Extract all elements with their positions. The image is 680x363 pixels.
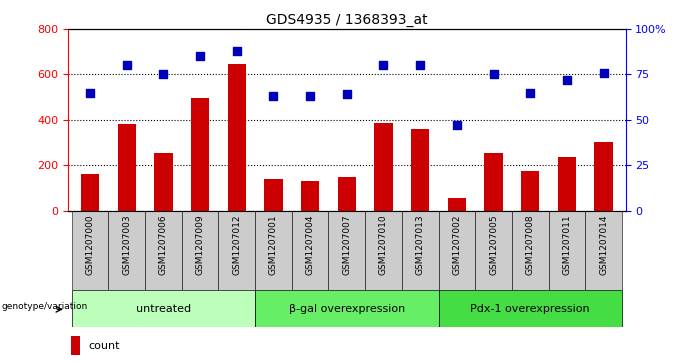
Point bbox=[158, 72, 169, 77]
Point bbox=[231, 48, 242, 54]
Bar bbox=[475, 211, 512, 290]
Bar bbox=[218, 211, 255, 290]
Text: GSM1207012: GSM1207012 bbox=[233, 215, 241, 275]
Bar bbox=[521, 171, 539, 211]
Bar bbox=[145, 211, 182, 290]
Bar bbox=[439, 290, 622, 327]
Text: GSM1207000: GSM1207000 bbox=[86, 215, 95, 275]
Point bbox=[562, 77, 573, 83]
Bar bbox=[71, 336, 80, 355]
Text: GSM1207003: GSM1207003 bbox=[122, 215, 131, 275]
Text: GSM1207004: GSM1207004 bbox=[305, 215, 315, 275]
Text: GSM1207014: GSM1207014 bbox=[599, 215, 608, 275]
Point bbox=[415, 62, 426, 68]
Bar bbox=[411, 129, 429, 211]
Point bbox=[84, 90, 95, 95]
Point bbox=[378, 62, 389, 68]
Text: β-gal overexpression: β-gal overexpression bbox=[289, 303, 405, 314]
Text: GSM1207008: GSM1207008 bbox=[526, 215, 534, 275]
Text: genotype/variation: genotype/variation bbox=[1, 302, 88, 311]
Bar bbox=[402, 211, 439, 290]
Text: GSM1207005: GSM1207005 bbox=[489, 215, 498, 275]
Point bbox=[598, 70, 609, 76]
Bar bbox=[594, 143, 613, 211]
Point bbox=[305, 93, 316, 99]
Text: GSM1207007: GSM1207007 bbox=[342, 215, 352, 275]
Bar bbox=[365, 211, 402, 290]
Bar bbox=[374, 123, 392, 211]
Bar bbox=[558, 157, 576, 211]
Text: GSM1207011: GSM1207011 bbox=[562, 215, 571, 275]
Bar bbox=[338, 176, 356, 211]
Text: GSM1207010: GSM1207010 bbox=[379, 215, 388, 275]
Text: GSM1207001: GSM1207001 bbox=[269, 215, 278, 275]
Point bbox=[194, 53, 205, 59]
Bar bbox=[154, 153, 173, 211]
Bar bbox=[118, 124, 136, 211]
Bar bbox=[292, 211, 328, 290]
Point bbox=[268, 93, 279, 99]
Bar bbox=[182, 211, 218, 290]
Bar bbox=[228, 64, 246, 211]
Point bbox=[341, 91, 352, 97]
Bar bbox=[549, 211, 585, 290]
Bar bbox=[328, 211, 365, 290]
Text: count: count bbox=[88, 340, 120, 351]
Title: GDS4935 / 1368393_at: GDS4935 / 1368393_at bbox=[266, 13, 428, 26]
Bar bbox=[71, 211, 108, 290]
Point bbox=[525, 90, 536, 95]
Bar bbox=[447, 198, 466, 211]
Point bbox=[488, 72, 499, 77]
Bar bbox=[265, 179, 283, 211]
Text: GSM1207013: GSM1207013 bbox=[415, 215, 425, 275]
Bar bbox=[484, 153, 503, 211]
Point bbox=[121, 62, 132, 68]
Text: GSM1207006: GSM1207006 bbox=[159, 215, 168, 275]
Text: untreated: untreated bbox=[136, 303, 191, 314]
Bar bbox=[439, 211, 475, 290]
Bar bbox=[255, 211, 292, 290]
Bar bbox=[301, 181, 320, 211]
Bar bbox=[81, 174, 99, 211]
Bar bbox=[71, 290, 255, 327]
Bar bbox=[512, 211, 549, 290]
Bar bbox=[255, 290, 439, 327]
Bar bbox=[191, 98, 209, 211]
Text: Pdx-1 overexpression: Pdx-1 overexpression bbox=[471, 303, 590, 314]
Bar bbox=[108, 211, 145, 290]
Text: GSM1207002: GSM1207002 bbox=[452, 215, 461, 275]
Bar bbox=[585, 211, 622, 290]
Point bbox=[452, 122, 462, 128]
Text: GSM1207009: GSM1207009 bbox=[196, 215, 205, 275]
